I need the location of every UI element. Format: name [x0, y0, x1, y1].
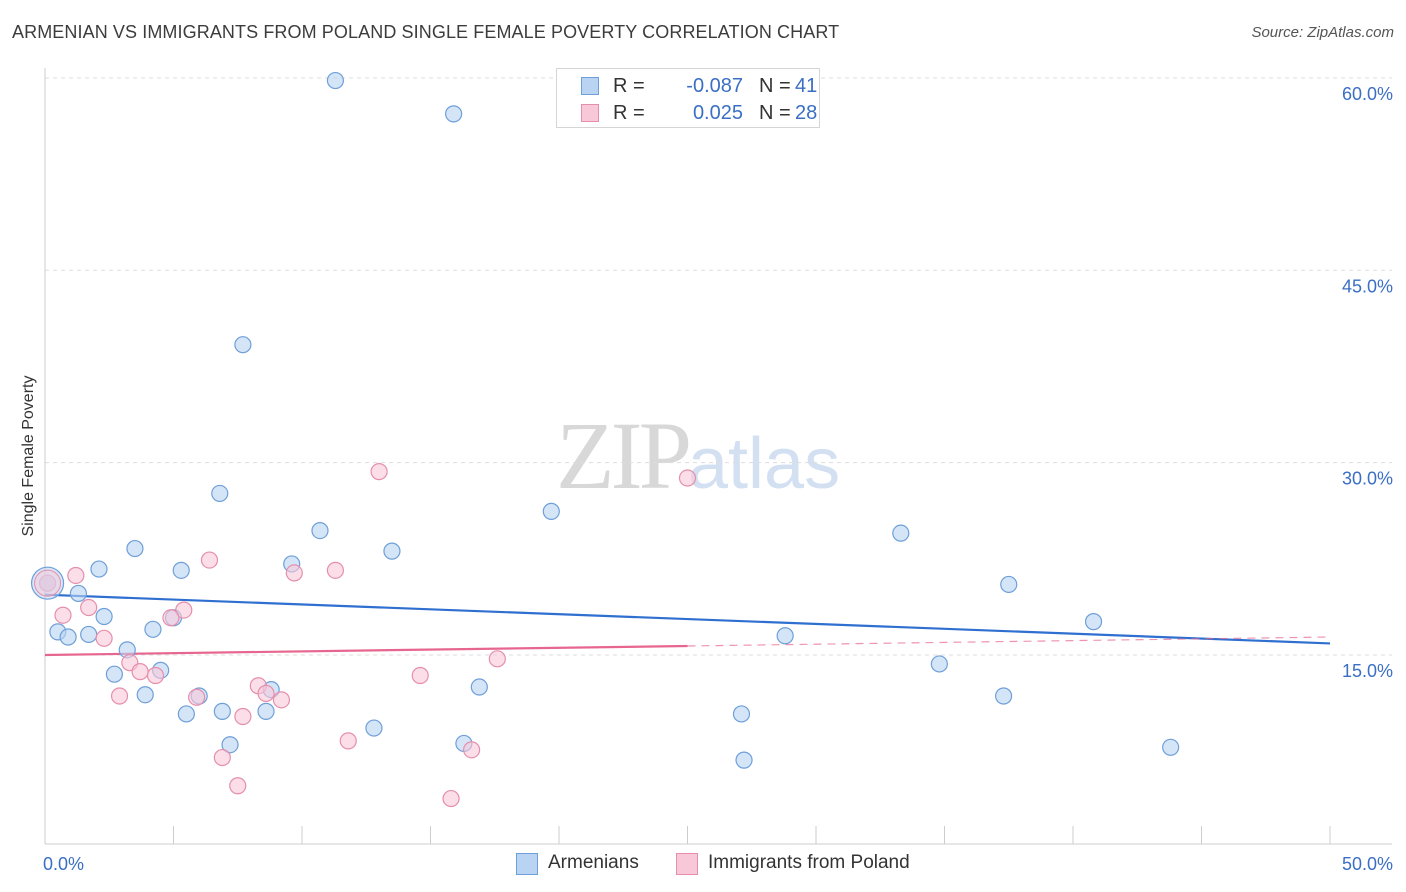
armenians-point — [177, 705, 195, 723]
bottom-legend-swatch-poland — [676, 853, 698, 875]
poland-point — [131, 663, 149, 681]
bottom-legend-label-armenians: Armenians — [548, 852, 639, 873]
y-tick-label: 45.0% — [1342, 276, 1393, 296]
armenians-point — [95, 607, 113, 626]
grid-lines — [45, 77, 1392, 656]
legend-r-value: -0.087 — [686, 75, 743, 97]
armenians-point — [105, 665, 123, 683]
armenians-point — [995, 687, 1013, 705]
armenians-point — [257, 702, 275, 720]
chart-title: ARMENIAN VS IMMIGRANTS FROM POLAND SINGL… — [12, 22, 840, 42]
legend-r-label: R = — [613, 102, 645, 124]
y-axis-label: Single Female Poverty — [20, 375, 37, 537]
poland-point — [411, 666, 429, 685]
poland-point — [175, 601, 193, 619]
poland-point — [339, 732, 357, 750]
poland-point — [678, 469, 697, 487]
y-tick-label: 15.0% — [1342, 661, 1393, 681]
poland-point — [326, 561, 345, 579]
poland-point — [200, 551, 219, 569]
legend-r-value: 0.025 — [692, 102, 743, 124]
poland-point — [95, 629, 113, 647]
armenians-point — [211, 484, 229, 503]
armenians-point — [1084, 613, 1103, 631]
armenians-point — [172, 561, 190, 579]
armenians-trend-line — [44, 593, 1331, 645]
armenians-point — [445, 105, 463, 123]
armenians-point — [90, 560, 108, 578]
legend-n-label: N = — [759, 102, 791, 124]
armenians-point — [136, 686, 154, 704]
armenians-point — [234, 336, 252, 354]
armenians-point — [326, 71, 345, 90]
tick-labels: 15.0% 30.0% 45.0% 60.0% 0.0% 50.0% — [43, 84, 1393, 874]
trend-lines — [44, 593, 1331, 657]
poland-point — [370, 463, 388, 481]
armenians-point — [365, 719, 383, 737]
armenians-point — [470, 678, 488, 696]
poland-point — [272, 691, 291, 709]
axes — [44, 68, 1392, 845]
armenians-point — [311, 521, 329, 540]
legend-swatch-poland — [581, 104, 599, 122]
poland-point — [442, 789, 460, 808]
poland-point — [146, 666, 165, 685]
legend-n-value: 41 — [795, 75, 818, 97]
poland-point — [463, 741, 481, 759]
poland-point — [234, 707, 252, 726]
poland-point — [188, 688, 206, 706]
armenians-point — [892, 524, 910, 542]
poland-point — [162, 609, 180, 627]
poland-point — [67, 566, 85, 585]
bottom-legend-swatch-armenians — [516, 853, 538, 875]
armenians-point — [930, 655, 948, 673]
x-tick-label-end: 50.0% — [1342, 854, 1393, 874]
armenians-point — [59, 628, 77, 646]
armenians-point — [1000, 575, 1018, 594]
poland-point — [229, 777, 247, 795]
poland-point — [257, 684, 275, 703]
y-tick-label: 30.0% — [1342, 469, 1393, 489]
armenians-point — [776, 627, 794, 645]
armenians-point — [144, 620, 162, 638]
poland-point — [80, 598, 98, 617]
legend-swatch-armenians — [581, 77, 599, 95]
y-tick-label: 60.0% — [1342, 84, 1393, 104]
poland-trend-line-extension — [687, 636, 1331, 647]
armenians-point — [213, 702, 231, 720]
correlation-legend: R = -0.087 N = 41 R = 0.025 N = 28 — [556, 68, 820, 128]
source-label: Source: ZipAtlas.com — [1251, 24, 1394, 41]
legend-n-value: 28 — [795, 102, 818, 124]
poland-point — [110, 687, 129, 705]
legend-n-label: N = — [759, 75, 791, 97]
armenians-point — [221, 736, 239, 754]
armenians-point — [542, 502, 560, 520]
armenians-cluster-point — [30, 566, 65, 600]
poland-point — [488, 650, 506, 668]
armenians-point — [69, 584, 88, 603]
legend-r-label: R = — [613, 75, 645, 97]
armenians-point — [1162, 738, 1180, 756]
armenians-point — [735, 751, 753, 769]
poland-trend-line — [44, 644, 688, 657]
x-tick-label-start: 0.0% — [43, 854, 84, 874]
armenians-point — [126, 539, 144, 558]
armenians-point — [732, 705, 751, 723]
data-points — [30, 71, 1180, 808]
poland-point — [213, 748, 231, 767]
poland-point — [285, 564, 303, 582]
armenians-point — [80, 625, 98, 644]
poland-cluster-point — [34, 569, 62, 597]
bottom-legend-label-poland: Immigrants from Poland — [708, 852, 910, 873]
poland-point — [54, 606, 72, 624]
armenians-point — [383, 542, 401, 560]
